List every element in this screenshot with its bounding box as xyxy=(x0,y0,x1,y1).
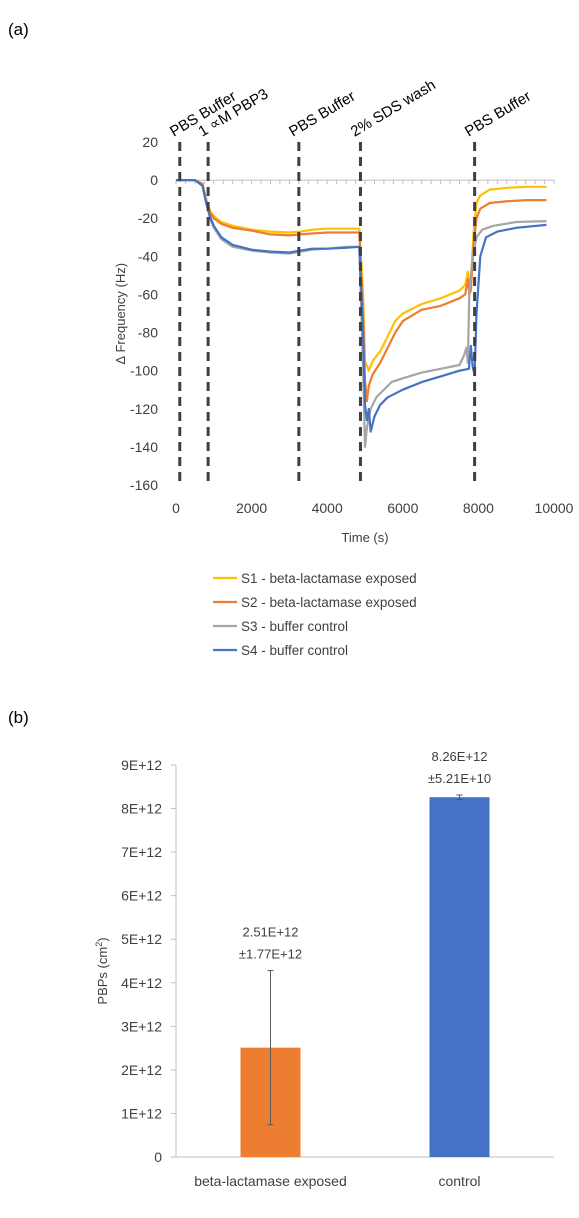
x-tick-label: 10000 xyxy=(535,500,574,516)
event-label: 2% SDS wash xyxy=(348,76,439,140)
panel-b-label: (b) xyxy=(8,708,29,727)
y-tick-label: -120 xyxy=(130,401,158,417)
x-tick-label: 2000 xyxy=(236,500,267,516)
y-tick-label: -80 xyxy=(138,325,158,341)
x-axis-title: Time (s) xyxy=(341,530,388,545)
chart-a-frequency: 20 0 -20 -40 -60 -80 -100 -120 -140 -160 0 2000 4000… xyxy=(113,76,574,658)
x-tick-label: 8000 xyxy=(463,500,494,516)
y-tick-label-b: 7E+12 xyxy=(121,844,162,860)
y-tick-label-b: 1E+12 xyxy=(121,1105,162,1121)
legend-label-s1: S1 - beta-lactamase exposed xyxy=(241,571,417,586)
y-tick-label: 20 xyxy=(142,134,158,150)
data-label-error: ±1.77E+12 xyxy=(239,947,302,962)
y-tick-label-b: 5E+12 xyxy=(121,931,162,947)
data-label-error: ±5.21E+10 xyxy=(428,771,491,786)
legend-label-s2: S2 - beta-lactamase exposed xyxy=(241,595,417,610)
y-tick-label: -160 xyxy=(130,477,158,493)
y-tick-label: -20 xyxy=(138,210,158,226)
category-label: control xyxy=(438,1173,480,1189)
y-tick-label-b: 6E+12 xyxy=(121,888,162,904)
x-tick-label: 0 xyxy=(172,500,180,516)
legend-label-s3: S3 - buffer control xyxy=(241,619,348,634)
y-tick-label-b: 0 xyxy=(154,1149,162,1165)
y-axis-title: ∆ Frequency (Hz) xyxy=(113,263,128,364)
y-tick-label-b: 4E+12 xyxy=(121,975,162,991)
y-tick-label-b: 2E+12 xyxy=(121,1062,162,1078)
bar-beta-lactamase-exposed xyxy=(240,1047,301,1157)
data-label-value: 8.26E+12 xyxy=(431,749,487,764)
bar-control xyxy=(429,797,490,1157)
x-tick-label: 6000 xyxy=(387,500,418,516)
y-tick-label-b: 3E+12 xyxy=(121,1018,162,1034)
y-tick-label-b: 8E+12 xyxy=(121,801,162,817)
y-tick-label: -60 xyxy=(138,286,158,302)
y-tick-label: -100 xyxy=(130,363,158,379)
event-label: PBS Buffer xyxy=(462,88,534,141)
y-tick-label: 0 xyxy=(150,172,158,188)
y-axis-title-b: PBPs (cm2) xyxy=(94,937,110,1004)
x-tick-label: 4000 xyxy=(312,500,343,516)
y-tick-label: -140 xyxy=(130,439,158,455)
event-label: PBS Buffer xyxy=(286,88,358,141)
data-label-value: 2.51E+12 xyxy=(242,925,298,940)
legend-label-s4: S4 - buffer control xyxy=(241,643,348,658)
y-tick-label: -40 xyxy=(138,248,158,264)
y-tick-label-b: 9E+12 xyxy=(121,757,162,773)
category-label: beta-lactamase exposed xyxy=(194,1173,347,1189)
panel-a-label: (a) xyxy=(8,20,29,39)
